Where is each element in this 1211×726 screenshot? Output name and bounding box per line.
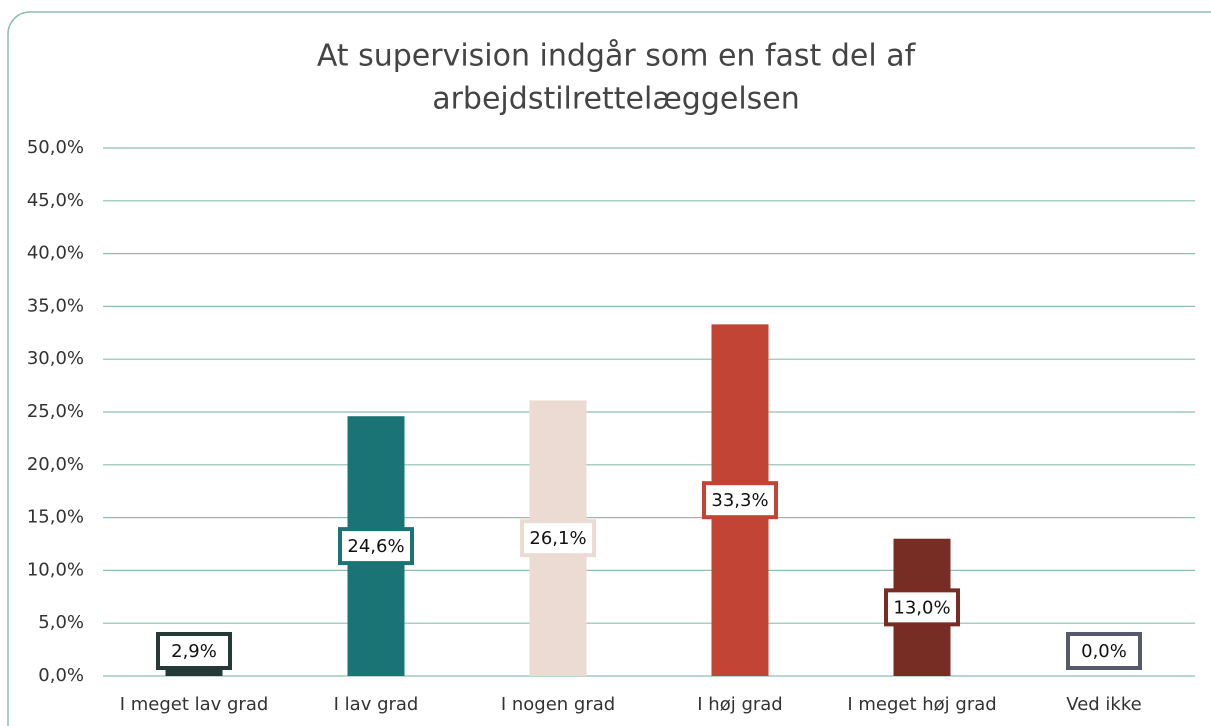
value-label-box: [338, 527, 414, 566]
x-tick-label: I lav grad: [334, 694, 419, 715]
y-tick-label: 0,0%: [38, 665, 84, 686]
value-label-box: [520, 519, 596, 558]
y-tick-label: 15,0%: [27, 507, 84, 528]
y-tick-label: 45,0%: [27, 190, 84, 211]
value-label: 24,6%: [347, 536, 404, 557]
x-tick-label: Ved ikke: [1066, 694, 1141, 715]
chart-title: arbejdstilrettelæggelsen: [432, 82, 800, 117]
y-tick-label: 20,0%: [27, 454, 84, 475]
y-tick-label: 25,0%: [27, 401, 84, 422]
chart-title: At supervision indgår som en fast del af: [317, 39, 917, 74]
value-label: 33,3%: [711, 490, 768, 511]
x-tick-label: I meget høj grad: [847, 694, 996, 715]
value-label: 26,1%: [529, 528, 586, 549]
value-label-box: [702, 481, 778, 520]
value-label-box: [156, 632, 232, 670]
y-tick-label: 40,0%: [27, 243, 84, 264]
value-label: 13,0%: [893, 597, 950, 618]
x-tick-label: I nogen grad: [501, 694, 615, 715]
chart-border: [7, 11, 1211, 726]
y-tick-label: 35,0%: [27, 295, 84, 316]
x-tick-label: I meget lav grad: [120, 694, 269, 715]
value-label-box: [1066, 632, 1142, 670]
x-tick-label: I høj grad: [697, 694, 782, 715]
y-tick-label: 30,0%: [27, 348, 84, 369]
value-label: 2,9%: [171, 641, 217, 662]
y-tick-label: 50,0%: [27, 137, 84, 158]
y-tick-label: 10,0%: [27, 559, 84, 580]
value-label-box: [884, 588, 960, 627]
y-tick-label: 5,0%: [38, 612, 84, 633]
value-label: 0,0%: [1081, 641, 1127, 662]
